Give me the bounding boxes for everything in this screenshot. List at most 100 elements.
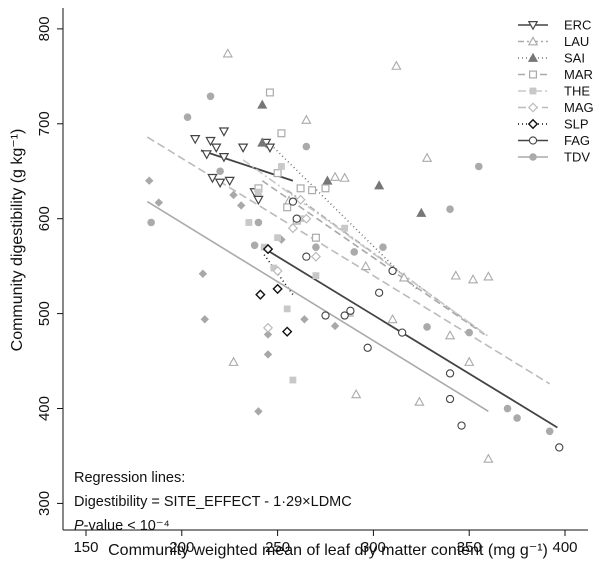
data-point xyxy=(145,176,154,185)
data-point-mar xyxy=(296,184,305,193)
data-point-slp xyxy=(272,283,283,295)
data-point xyxy=(229,190,238,200)
data-point-erc xyxy=(253,195,264,206)
legend-marker-fag xyxy=(528,136,538,145)
data-point-erc xyxy=(201,150,212,160)
data-point-lau xyxy=(464,356,475,366)
legend-label-lau: LAU xyxy=(564,34,589,49)
regression-line-sai xyxy=(273,146,419,291)
annotation-line-3: P-value < 10⁻⁴ xyxy=(74,518,170,534)
regression-annotation: Regression lines: Digestibility = SITE_E… xyxy=(74,470,352,534)
data-point-tdv xyxy=(474,162,483,171)
data-point xyxy=(300,315,309,324)
data-point-mag xyxy=(287,223,298,234)
legend-label-mag: MAG xyxy=(564,100,594,115)
data-point xyxy=(198,269,208,278)
data-point-erc xyxy=(207,173,218,184)
data-point-tdv xyxy=(206,92,215,101)
data-point-tdv xyxy=(312,243,320,251)
data-point-fag xyxy=(445,369,455,378)
data-point xyxy=(330,321,340,331)
data-point-erc xyxy=(264,143,276,153)
legend-label-slp: SLP xyxy=(564,117,589,132)
data-point-sai xyxy=(322,175,333,185)
legend-label-mar: MAR xyxy=(564,67,593,82)
data-point-fag xyxy=(340,311,349,320)
data-point-lau xyxy=(228,356,239,366)
data-point-tdv xyxy=(513,414,521,422)
data-point-lau xyxy=(467,274,479,284)
data-point-erc xyxy=(224,176,235,187)
data-point-erc xyxy=(218,127,230,137)
data-point-the xyxy=(270,264,278,272)
data-point-tdv xyxy=(254,218,263,227)
legend-label-the: THE xyxy=(564,84,590,99)
data-point xyxy=(200,315,209,324)
data-point-erc xyxy=(218,153,230,163)
x-tick-label: 200 xyxy=(169,539,194,556)
legend-marker-sai xyxy=(527,52,539,62)
data-point-slp xyxy=(262,243,274,255)
data-point-fag xyxy=(374,288,384,297)
y-axis-title: Community digestibility (g kg⁻¹) xyxy=(9,129,26,352)
data-point-tdv xyxy=(250,241,259,250)
annotation-line-2: Digestibility = SITE_EFFECT - 1·29×LDMC xyxy=(74,494,352,510)
data-point-fag xyxy=(397,328,407,337)
legend-label-tdv: TDV xyxy=(564,150,590,165)
legend-marker-the xyxy=(529,87,537,95)
data-point-erc xyxy=(211,143,222,153)
data-point-fag xyxy=(292,214,301,223)
data-point-lau xyxy=(450,270,461,280)
regression-lines xyxy=(146,136,558,429)
data-point-lau xyxy=(339,172,350,182)
data-point-erc xyxy=(237,143,249,153)
data-point-fag xyxy=(457,421,466,430)
data-point-the xyxy=(255,188,262,196)
data-point-sai xyxy=(257,99,268,109)
x-tick-label: 250 xyxy=(265,539,290,556)
data-point-tdv xyxy=(465,328,474,337)
data-point xyxy=(277,235,286,244)
data-point-lau xyxy=(444,330,456,340)
data-point-mar xyxy=(265,88,274,97)
data-point-lau xyxy=(360,260,371,271)
y-tick-label: 500 xyxy=(36,301,53,326)
data-point-tdv xyxy=(302,142,311,151)
data-point-lau xyxy=(414,396,425,406)
data-point-the xyxy=(278,163,285,170)
y-tick-label: 600 xyxy=(36,206,53,231)
data-point-lau xyxy=(483,271,494,281)
legend-marker-lau xyxy=(527,36,539,46)
y-tick-label: 800 xyxy=(36,16,53,41)
data-point-lau xyxy=(398,272,410,282)
annotation-line-1: Regression lines: xyxy=(74,470,185,486)
data-point-lau xyxy=(483,453,494,463)
data-point-the xyxy=(341,224,349,232)
data-point-tdv xyxy=(503,404,512,413)
legend-marker-tdv xyxy=(529,153,537,161)
legend-marker-erc xyxy=(527,21,539,31)
regression-line-tdv xyxy=(146,200,489,413)
legend-marker-mar xyxy=(528,70,537,79)
data-point-lau xyxy=(391,60,402,70)
x-tick-label: 150 xyxy=(73,539,98,556)
data-point-sai xyxy=(257,137,268,147)
annotation-p-rest: -value < 10⁻⁴ xyxy=(84,518,170,534)
data-point-tdv xyxy=(350,248,359,256)
data-point xyxy=(154,198,164,207)
data-point-mar xyxy=(311,233,320,242)
legend-label-fag: FAG xyxy=(564,133,590,148)
y-tick-label: 400 xyxy=(36,396,53,421)
legend-marker-slp xyxy=(527,118,539,130)
axes: 150 200 250 300 350 400 300 400 500 600 700 800 xyxy=(36,8,588,556)
annotation-p-italic: P xyxy=(74,518,84,534)
data-point-lau xyxy=(329,171,341,181)
data-point-erc xyxy=(214,178,226,189)
legend-marker-mag xyxy=(527,102,539,113)
data-point xyxy=(263,350,273,359)
data-points xyxy=(145,48,564,463)
data-point-tdv xyxy=(446,205,454,214)
data-point-tdv xyxy=(183,113,192,121)
data-point-mar xyxy=(277,129,286,138)
